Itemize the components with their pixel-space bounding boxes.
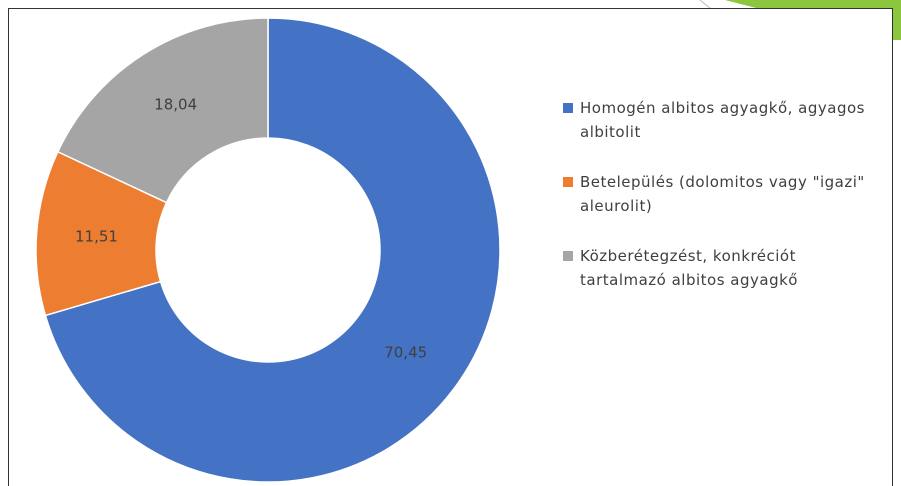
legend-swatch bbox=[563, 177, 573, 187]
legend-label: Betelepülés (dolomitos vagy "igazi" aleu… bbox=[580, 173, 865, 215]
legend: Homogén albitos agyagkő, agyagos albitol… bbox=[563, 96, 883, 318]
legend-item: Közberétegzést, konkréciót tartalmazó al… bbox=[563, 244, 870, 292]
data-label: 70,45 bbox=[384, 344, 427, 362]
donut: 70,45 11,51 18,04 bbox=[35, 17, 501, 483]
slice bbox=[56, 17, 269, 204]
data-label: 11,51 bbox=[75, 227, 118, 245]
slice bbox=[44, 17, 501, 483]
legend-label: Homogén albitos agyagkő, agyagos albitol… bbox=[580, 99, 865, 141]
data-label: 18,04 bbox=[154, 95, 197, 113]
legend-item: Homogén albitos agyagkő, agyagos albitol… bbox=[563, 96, 870, 144]
legend-label: Közberétegzést, konkréciót tartalmazó al… bbox=[580, 247, 798, 289]
legend-swatch bbox=[563, 103, 573, 113]
legend-swatch bbox=[563, 251, 573, 261]
legend-item: Betelepülés (dolomitos vagy "igazi" aleu… bbox=[563, 170, 870, 218]
